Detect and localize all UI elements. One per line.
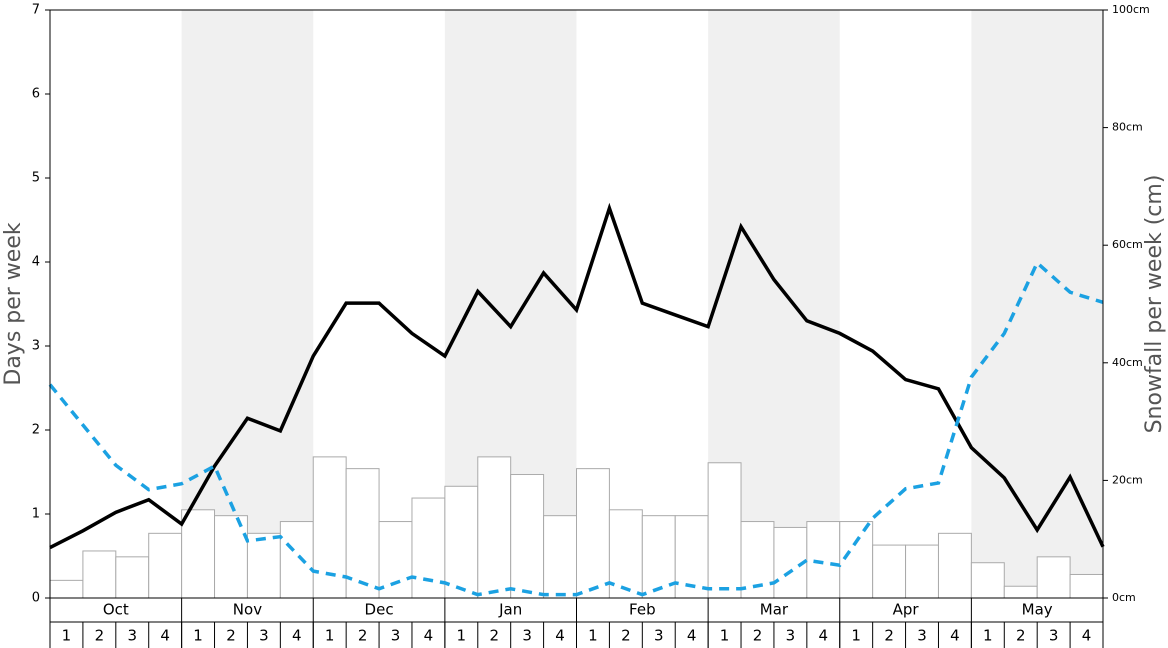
month-label: Feb: [629, 601, 656, 619]
snowfall-bar: [444, 485, 479, 599]
snowfall-bar: [806, 521, 841, 599]
snowfall-bar: [49, 579, 84, 599]
month-label: May: [1022, 601, 1053, 619]
week-label: 4: [819, 627, 829, 645]
month-label: Nov: [233, 601, 262, 619]
month-label: Mar: [760, 601, 789, 619]
week-label: 1: [983, 627, 993, 645]
y2-tick-label: 80cm: [1112, 121, 1143, 134]
snowfall-bar: [246, 532, 281, 599]
y2-tick-label: 20cm: [1112, 473, 1143, 486]
week-label: 2: [95, 627, 105, 645]
snowfall-bar: [279, 521, 314, 599]
snowfall-bar: [543, 515, 577, 599]
snowfall-bar: [214, 515, 248, 599]
snowfall-bar: [1003, 585, 1038, 599]
y-tick-label: 7: [32, 3, 40, 18]
week-label: 3: [127, 627, 137, 645]
week-label: 2: [489, 627, 499, 645]
week-label: 1: [851, 627, 861, 645]
week-label: 2: [226, 627, 236, 645]
snowfall-bar: [148, 532, 183, 599]
week-label: 1: [588, 627, 598, 645]
week-label: 3: [1049, 627, 1059, 645]
week-label: 3: [917, 627, 927, 645]
week-label: 3: [786, 627, 796, 645]
week-label: 3: [259, 627, 269, 645]
week-label: 2: [753, 627, 763, 645]
y-tick-label: 1: [32, 507, 40, 522]
snowfall-bar: [82, 550, 117, 599]
month-label: Dec: [365, 601, 394, 619]
y-tick-label: 4: [32, 255, 40, 270]
week-label: 2: [884, 627, 894, 645]
month-label: Oct: [103, 601, 129, 619]
week-label: 2: [358, 627, 368, 645]
snowfall-bar: [970, 562, 1005, 599]
y-tick-label: 3: [32, 339, 40, 354]
snowfall-bar: [477, 456, 512, 599]
y-tick-label: 5: [32, 171, 40, 186]
snowfall-bar: [707, 462, 742, 599]
days-line: [49, 202, 1105, 550]
week-label: 3: [391, 627, 401, 645]
y2-tick-label: 0cm: [1112, 591, 1136, 604]
week-label: 2: [1016, 627, 1026, 645]
snowfall-bar: [576, 468, 610, 599]
week-label: 4: [555, 627, 565, 645]
week-label: 2: [621, 627, 631, 645]
week-label: 1: [720, 627, 730, 645]
month-label: Jan: [498, 601, 522, 619]
week-label: 4: [424, 627, 434, 645]
y-tick-label: 6: [32, 87, 40, 102]
week-label: 1: [193, 627, 203, 645]
snowfall-bar: [839, 521, 874, 599]
snowfall-bar: [510, 474, 545, 599]
y2-axis-label: Snowfall per week (cm): [1142, 175, 1167, 434]
y-tick-label: 2: [32, 423, 40, 438]
month-band: [181, 10, 314, 598]
month-label: Apr: [893, 601, 920, 619]
week-label: 1: [62, 627, 72, 645]
week-label: 3: [522, 627, 532, 645]
snowfall-bar: [312, 456, 347, 599]
snowfall-bar: [1069, 573, 1104, 599]
snowfall-bar: [378, 521, 413, 599]
snowfall-bar: [1036, 556, 1071, 599]
month-band: [971, 10, 1103, 598]
week-label: 1: [325, 627, 335, 645]
week-label: 4: [950, 627, 960, 645]
days-line: [48, 259, 1104, 597]
y-tick-label: 0: [32, 591, 40, 606]
week-label: 4: [160, 627, 170, 645]
y2-tick-label: 40cm: [1112, 356, 1143, 369]
y2-tick-label: 100cm: [1112, 3, 1150, 16]
week-label: 1: [457, 627, 467, 645]
snowfall-bar: [115, 556, 150, 599]
week-label: 4: [1082, 627, 1092, 645]
y-axis-label: Days per week: [1, 222, 26, 385]
snowfall-bar: [905, 544, 939, 599]
snowfall-bar: [937, 532, 972, 599]
week-label: 3: [654, 627, 664, 645]
snowfall-bar: [872, 544, 907, 599]
y2-tick-label: 60cm: [1112, 238, 1143, 251]
week-label: 4: [292, 627, 302, 645]
snowfall-bar: [181, 509, 216, 599]
week-label: 4: [687, 627, 697, 645]
